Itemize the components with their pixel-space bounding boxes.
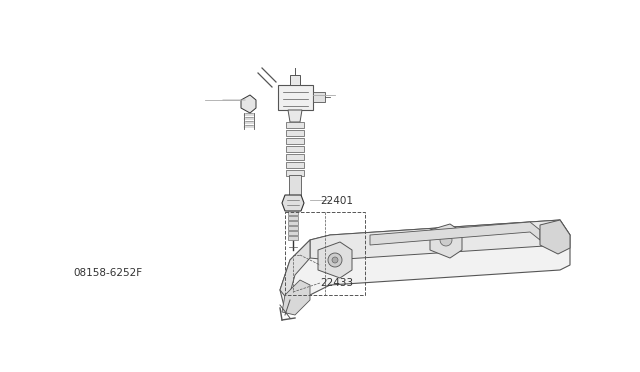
Polygon shape [286,122,304,128]
Polygon shape [241,95,256,113]
Polygon shape [430,224,462,258]
Polygon shape [288,211,298,215]
Polygon shape [290,75,300,85]
Polygon shape [288,216,298,220]
Polygon shape [288,226,298,230]
Circle shape [328,253,342,267]
Polygon shape [282,195,304,211]
Polygon shape [288,231,298,235]
Text: 22401: 22401 [320,196,353,206]
Polygon shape [286,138,304,144]
Polygon shape [280,240,310,300]
Polygon shape [286,162,304,168]
Polygon shape [288,236,298,240]
Text: 22433: 22433 [320,278,353,288]
Circle shape [440,234,452,246]
Polygon shape [286,146,304,152]
Polygon shape [370,222,540,245]
Polygon shape [282,280,310,315]
Polygon shape [286,130,304,136]
Polygon shape [286,154,304,160]
Polygon shape [310,220,570,260]
Circle shape [332,257,338,263]
Polygon shape [286,170,304,176]
Polygon shape [289,175,301,195]
Polygon shape [288,221,298,225]
Polygon shape [280,220,570,310]
Text: 08158-6252F: 08158-6252F [74,269,143,278]
Polygon shape [313,92,325,102]
Polygon shape [288,110,302,122]
Polygon shape [318,242,352,278]
Polygon shape [540,220,570,254]
Polygon shape [278,85,313,110]
